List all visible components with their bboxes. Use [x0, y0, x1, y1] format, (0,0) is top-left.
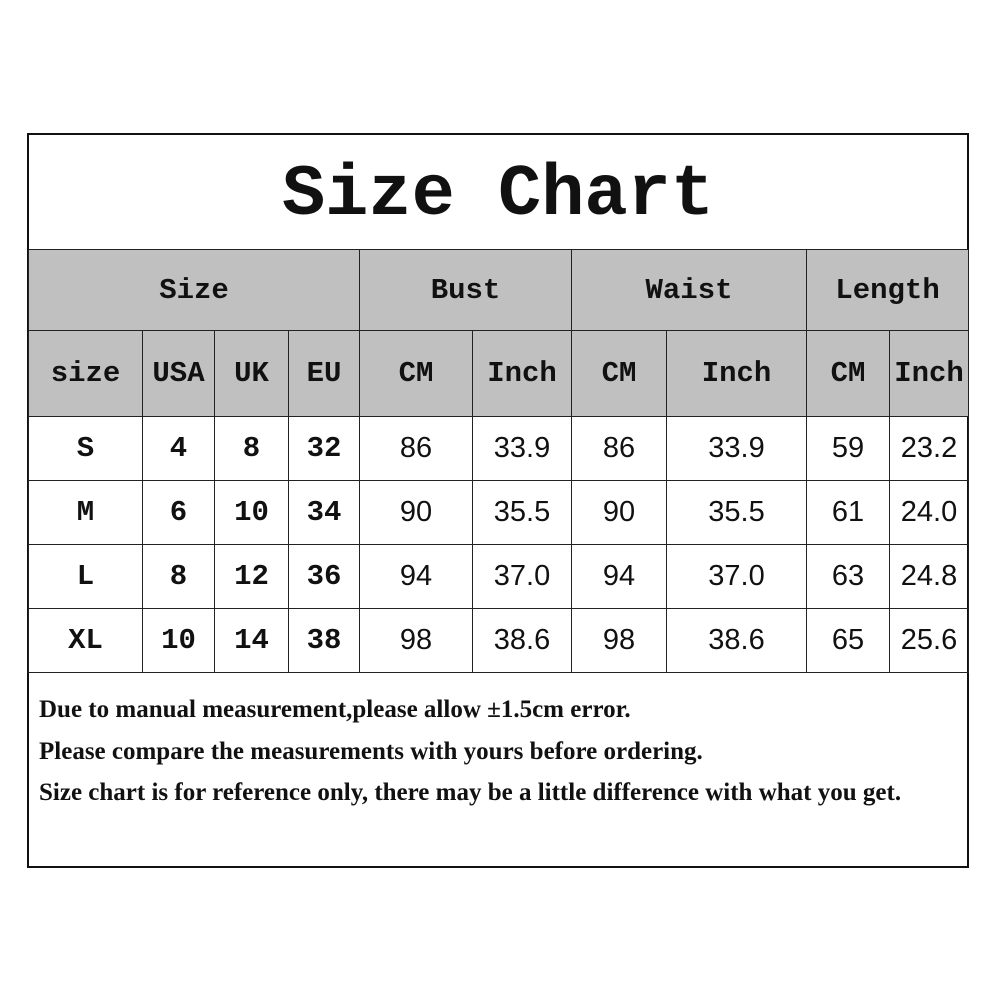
- table-cell: 4: [142, 416, 215, 481]
- size-table: Size Bust Waist Length size USA UK EU CM Inch…: [28, 249, 970, 673]
- column-header: size: [28, 330, 143, 417]
- table-cell: 33.9: [665, 416, 808, 481]
- note: Size chart is for reference only, there …: [39, 779, 902, 806]
- table-cell: 38: [288, 608, 360, 673]
- table-cell: 8: [142, 544, 215, 609]
- column-header: CM: [571, 330, 667, 417]
- table-cell: XL: [28, 608, 143, 673]
- table-cell: 24.0: [889, 480, 970, 545]
- table-cell: 38.6: [665, 608, 808, 673]
- column-header: Inch: [472, 330, 572, 417]
- table-cell: 14: [214, 608, 289, 673]
- column-header: Inch: [665, 330, 808, 417]
- table-cell: S: [28, 416, 143, 481]
- chart-title: Size Chart: [281, 154, 715, 236]
- notes: Due to manual measurement,please allow ±…: [39, 689, 964, 814]
- table-cell: 37.0: [472, 544, 572, 609]
- column-header: EU: [288, 330, 360, 417]
- table-cell: 35.5: [472, 480, 572, 545]
- group-header: Bust: [359, 249, 572, 331]
- table-cell: 36: [288, 544, 360, 609]
- group-header: Size: [28, 249, 360, 331]
- sub-header-row: size USA UK EU CM Inch CM Inch CM Inch: [28, 330, 970, 417]
- table-cell: 10: [214, 480, 289, 545]
- table-cell: 10: [142, 608, 215, 673]
- table-cell: 6: [142, 480, 215, 545]
- table-cell: 65: [806, 608, 891, 673]
- group-header-row: Size Bust Waist Length: [28, 249, 970, 331]
- group-header: Waist: [570, 249, 808, 331]
- column-header: CM: [359, 330, 473, 417]
- note: Due to manual measurement,please allow ±…: [39, 696, 631, 723]
- table-cell: 38.6: [472, 608, 572, 673]
- table-cell: L: [28, 544, 143, 609]
- table-cell: 63: [806, 544, 891, 609]
- table-row: S 4 8 32 86 33.9 86 33.9 59 23.2: [28, 416, 970, 481]
- table-cell: 86: [359, 416, 473, 481]
- table-cell: 25.6: [889, 608, 970, 673]
- table-cell: 37.0: [665, 544, 808, 609]
- table-cell: 94: [571, 544, 667, 609]
- table-cell: 90: [571, 480, 667, 545]
- group-header: Length: [806, 249, 970, 331]
- table-cell: 59: [806, 416, 891, 481]
- table-cell: 32: [288, 416, 360, 481]
- table-cell: 34: [288, 480, 360, 545]
- column-header: Inch: [889, 330, 970, 417]
- table-cell: 86: [571, 416, 667, 481]
- table-row: L 8 12 36 94 37.0 94 37.0 63 24.8: [28, 544, 970, 609]
- table-cell: 24.8: [889, 544, 970, 609]
- table-cell: 35.5: [665, 480, 808, 545]
- table-row: XL 10 14 38 98 38.6 98 38.6 65 25.6: [28, 608, 970, 673]
- table-cell: 90: [359, 480, 473, 545]
- table-cell: 23.2: [889, 416, 970, 481]
- column-header: UK: [214, 330, 289, 417]
- table-cell: M: [28, 480, 143, 545]
- table-cell: 61: [806, 480, 891, 545]
- table-row: M 6 10 34 90 35.5 90 35.5 61 24.0: [28, 480, 970, 545]
- size-chart: Size Chart Size Bust Waist Length size US…: [27, 133, 970, 868]
- column-header: USA: [142, 330, 215, 417]
- table-cell: 12: [214, 544, 289, 609]
- table-cell: 33.9: [472, 416, 572, 481]
- table-cell: 94: [359, 544, 473, 609]
- table-cell: 98: [359, 608, 473, 673]
- table-cell: 8: [214, 416, 289, 481]
- table-cell: 98: [571, 608, 667, 673]
- note: Please compare the measurements with you…: [39, 737, 703, 765]
- column-header: CM: [806, 330, 891, 417]
